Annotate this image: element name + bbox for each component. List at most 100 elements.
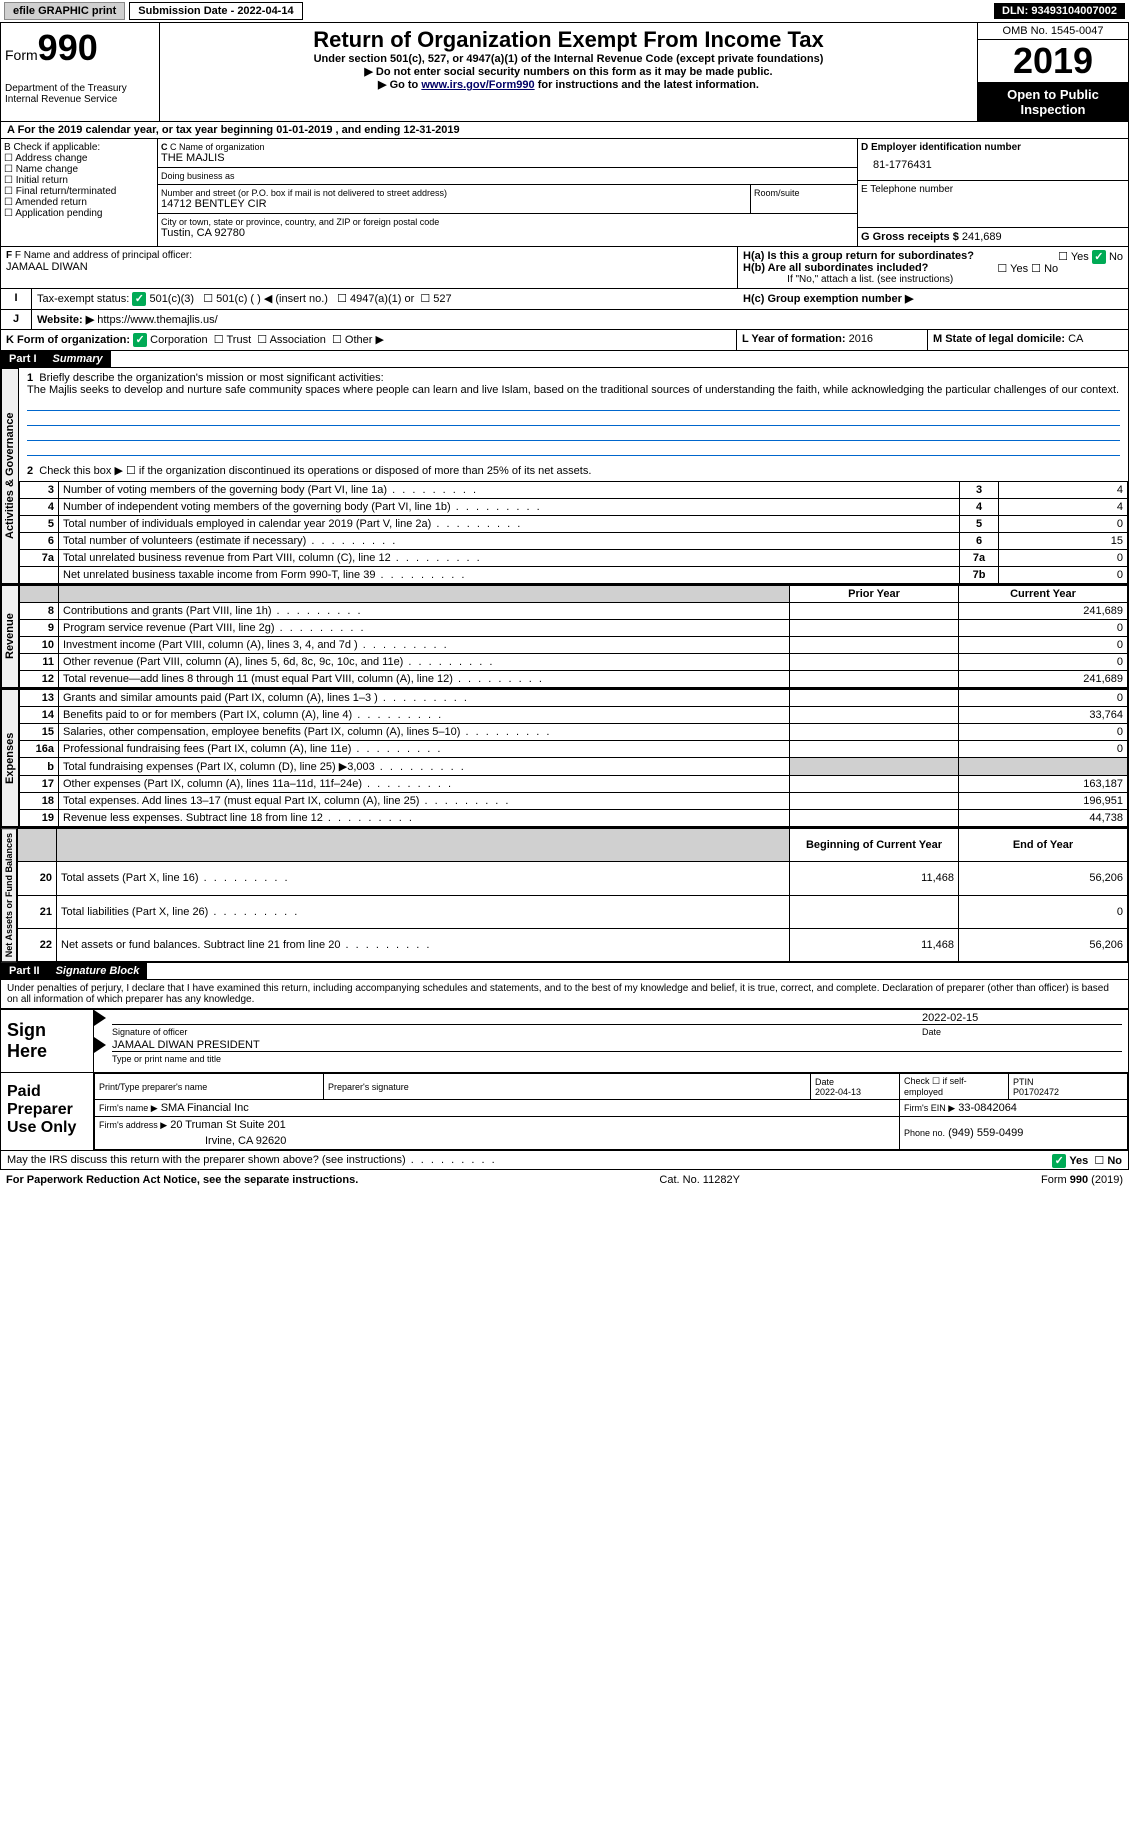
table-revenue: Prior YearCurrent Year8Contributions and… — [19, 585, 1128, 688]
table-row: 17Other expenses (Part IX, column (A), l… — [20, 776, 1128, 793]
table-row: 18Total expenses. Add lines 13–17 (must … — [20, 793, 1128, 810]
form-header: Form990 Department of the Treasury Inter… — [0, 22, 1129, 122]
arrow-icon — [94, 1010, 106, 1026]
prep-date: 2022-04-13 — [815, 1087, 861, 1097]
checkbox-option[interactable]: ☐ Name change — [4, 164, 154, 175]
open-public: Open to Public Inspection — [978, 83, 1128, 121]
side-net: Net Assets or Fund Balances — [1, 828, 17, 962]
form-number: 990 — [38, 27, 98, 68]
part2-title: Signature Block — [48, 963, 148, 979]
footer: For Paperwork Reduction Act Notice, see … — [0, 1170, 1129, 1190]
table-row: 20Total assets (Part X, line 16)11,46856… — [18, 862, 1128, 895]
table-row: 19Revenue less expenses. Subtract line 1… — [20, 810, 1128, 827]
table-row: 6Total number of volunteers (estimate if… — [20, 533, 1128, 550]
table-row: 12Total revenue—add lines 8 through 11 (… — [20, 671, 1128, 688]
table-row: 14Benefits paid to or for members (Part … — [20, 707, 1128, 724]
checkbox-option[interactable]: ☐ Final return/terminated — [4, 186, 154, 197]
principal-officer: JAMAAL DIWAN — [6, 261, 732, 273]
city-label: City or town, state or province, country… — [161, 217, 854, 227]
sign-here-label: Sign Here — [1, 1010, 94, 1072]
footer-left: For Paperwork Reduction Act Notice, see … — [6, 1174, 358, 1186]
form-prefix: Form — [5, 47, 38, 63]
firm-addr2: Irvine, CA 92620 — [95, 1133, 900, 1150]
part2-num: Part II — [1, 963, 48, 979]
ptin: P01702472 — [1013, 1087, 1059, 1097]
omb-number: OMB No. 1545-0047 — [978, 23, 1128, 40]
part1-title: Summary — [45, 351, 111, 367]
gross-receipts: 241,689 — [962, 231, 1002, 243]
entity-block: B Check if applicable: ☐ Address change☐… — [0, 139, 1129, 247]
row-j-label: Website: ▶ — [37, 314, 94, 326]
city-state-zip: Tustin, CA 92780 — [161, 227, 854, 239]
arrow-icon — [94, 1037, 106, 1053]
dept-label: Department of the Treasury Internal Reve… — [5, 83, 155, 105]
table-row: 13Grants and similar amounts paid (Part … — [20, 690, 1128, 707]
table-row: 10Investment income (Part VIII, column (… — [20, 637, 1128, 654]
top-bar: efile GRAPHIC print Submission Date - 20… — [0, 0, 1129, 22]
p1-2: Check this box ▶ ☐ if the organization d… — [39, 465, 591, 477]
sign-block: Sign Here 2022-02-15 Signature of office… — [0, 1009, 1129, 1073]
table-governance: 3Number of voting members of the governi… — [19, 481, 1128, 584]
h-a: H(a) Is this a group return for subordin… — [743, 250, 1123, 262]
firm-phone: (949) 559-0499 — [948, 1127, 1023, 1139]
form-sub2: ▶ Do not enter social security numbers o… — [164, 65, 973, 78]
h-c: H(c) Group exemption number ▶ — [738, 289, 1128, 309]
dba-label: Doing business as — [158, 168, 857, 185]
paid-label: Paid Preparer Use Only — [1, 1073, 94, 1150]
checkbox-option[interactable]: ☐ Address change — [4, 153, 154, 164]
checkbox-option[interactable]: ☐ Amended return — [4, 197, 154, 208]
table-row: 5Total number of individuals employed in… — [20, 516, 1128, 533]
table-row: 7aTotal unrelated business revenue from … — [20, 550, 1128, 567]
box-e-label: E Telephone number — [861, 184, 1125, 195]
street-address: 14712 BENTLEY CIR — [161, 198, 747, 210]
side-rev: Revenue — [1, 585, 19, 688]
form-sub3: ▶ Go to www.irs.gov/Form990 for instruct… — [164, 78, 973, 91]
box-g-label: G Gross receipts $ — [861, 231, 959, 243]
table-row: bTotal fundraising expenses (Part IX, co… — [20, 758, 1128, 776]
side-gov: Activities & Governance — [1, 368, 19, 584]
footer-mid: Cat. No. 11282Y — [659, 1174, 740, 1186]
table-row: 9Program service revenue (Part VIII, lin… — [20, 620, 1128, 637]
submission-date: Submission Date - 2022-04-14 — [129, 2, 302, 20]
firm-name: SMA Financial Inc — [161, 1102, 249, 1114]
p1-1-label: Briefly describe the organization's miss… — [39, 372, 383, 384]
paid-preparer-block: Paid Preparer Use Only Print/Type prepar… — [0, 1073, 1129, 1151]
checkbox-option[interactable]: ☐ Initial return — [4, 175, 154, 186]
side-exp: Expenses — [1, 689, 19, 827]
firm-ein: 33-0842064 — [958, 1102, 1017, 1114]
website[interactable]: https://www.themajlis.us/ — [97, 314, 217, 326]
row-i: Tax-exempt status: ✓ 501(c)(3) ☐ 501(c) … — [32, 289, 738, 309]
org-name: THE MAJLIS — [161, 152, 854, 164]
footer-right: Form 990 (2019) — [1041, 1174, 1123, 1186]
table-row: 15Salaries, other compensation, employee… — [20, 724, 1128, 741]
ein: 81-1776431 — [861, 153, 1125, 177]
table-row: 16aProfessional fundraising fees (Part I… — [20, 741, 1128, 758]
room-label: Room/suite — [750, 185, 857, 213]
table-netassets: Beginning of Current YearEnd of Year20To… — [17, 828, 1128, 962]
table-expenses: 13Grants and similar amounts paid (Part … — [19, 689, 1128, 827]
box-f-label: F F Name and address of principal office… — [6, 250, 732, 261]
box-d-label: D Employer identification number — [861, 142, 1125, 153]
box-c-label: C C Name of organization — [161, 142, 854, 152]
sign-date: 2022-02-15 — [922, 1012, 1122, 1024]
firm-addr: 20 Truman St Suite 201 — [170, 1119, 286, 1131]
section-a: A For the 2019 calendar year, or tax yea… — [0, 122, 1129, 139]
part1-num: Part I — [1, 351, 45, 367]
table-row: 4Number of independent voting members of… — [20, 499, 1128, 516]
form-sub1: Under section 501(c), 527, or 4947(a)(1)… — [164, 53, 973, 65]
discuss-row: May the IRS discuss this return with the… — [0, 1151, 1129, 1170]
irs-link[interactable]: www.irs.gov/Form990 — [421, 79, 534, 91]
officer-name: JAMAAL DIWAN PRESIDENT — [112, 1039, 260, 1051]
efile-btn[interactable]: efile GRAPHIC print — [4, 2, 125, 20]
year-formation: 2016 — [849, 333, 873, 345]
table-row: 11Other revenue (Part VIII, column (A), … — [20, 654, 1128, 671]
table-row: 8Contributions and grants (Part VIII, li… — [20, 603, 1128, 620]
table-row: Net unrelated business taxable income fr… — [20, 567, 1128, 584]
table-row: 22Net assets or fund balances. Subtract … — [18, 928, 1128, 961]
form-title: Return of Organization Exempt From Incom… — [164, 27, 973, 53]
addr-label: Number and street (or P.O. box if mail i… — [161, 188, 747, 198]
state-domicile: CA — [1068, 333, 1083, 345]
h-note: If "No," attach a list. (see instruction… — [743, 274, 1123, 285]
checkbox-option[interactable]: ☐ Application pending — [4, 208, 154, 219]
tax-year: 2019 — [978, 40, 1128, 83]
